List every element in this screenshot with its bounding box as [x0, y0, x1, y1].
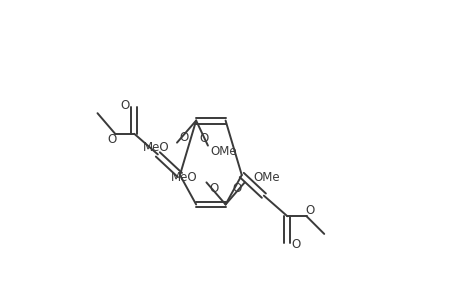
Text: O: O — [291, 238, 301, 251]
Text: O: O — [120, 99, 129, 112]
Text: O: O — [107, 133, 117, 146]
Text: MeO: MeO — [171, 171, 197, 184]
Text: O: O — [304, 204, 313, 217]
Text: O: O — [179, 131, 189, 144]
Text: O: O — [232, 182, 241, 195]
Text: O: O — [199, 132, 208, 145]
Text: OMe: OMe — [210, 145, 237, 158]
Text: OMe: OMe — [253, 171, 280, 184]
Text: O: O — [209, 182, 218, 195]
Text: MeO: MeO — [143, 141, 169, 154]
